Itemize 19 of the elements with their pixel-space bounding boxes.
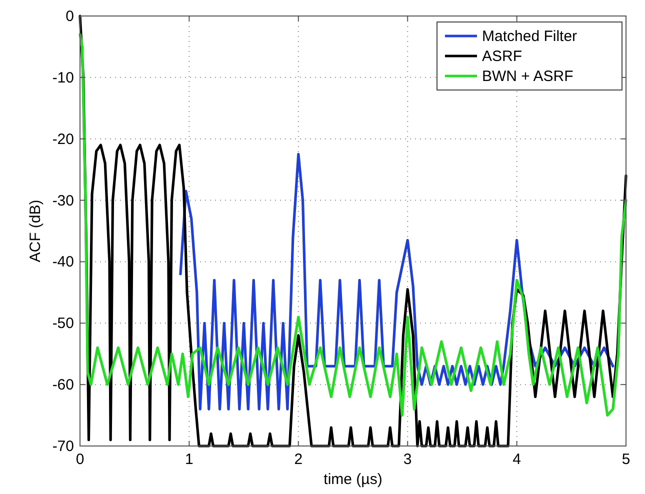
y-tick-label: -50: [52, 315, 74, 332]
y-axis-title: ACF (dB): [27, 200, 44, 262]
x-tick-label: 2: [294, 451, 303, 468]
y-tick-label: -70: [52, 438, 74, 455]
y-tick-label: -30: [52, 192, 74, 210]
x-tick-label: 0: [76, 451, 84, 468]
legend-label: ASRF: [482, 48, 522, 65]
x-tick-label: 4: [512, 451, 521, 468]
legend-label: Matched Filter: [482, 28, 578, 45]
y-tick-label: -20: [52, 130, 74, 148]
x-tick-label: 1: [185, 451, 194, 468]
x-axis-title: time (µs): [324, 471, 382, 488]
x-tick-label: 3: [403, 451, 412, 468]
y-tick-label: 0: [66, 8, 74, 25]
legend-label: BWN + ASRF: [482, 68, 574, 85]
x-tick-label: 5: [622, 451, 630, 468]
y-tick-label: -10: [52, 69, 74, 86]
y-tick-label: -40: [52, 254, 74, 271]
y-tick-label: -60: [52, 376, 74, 394]
